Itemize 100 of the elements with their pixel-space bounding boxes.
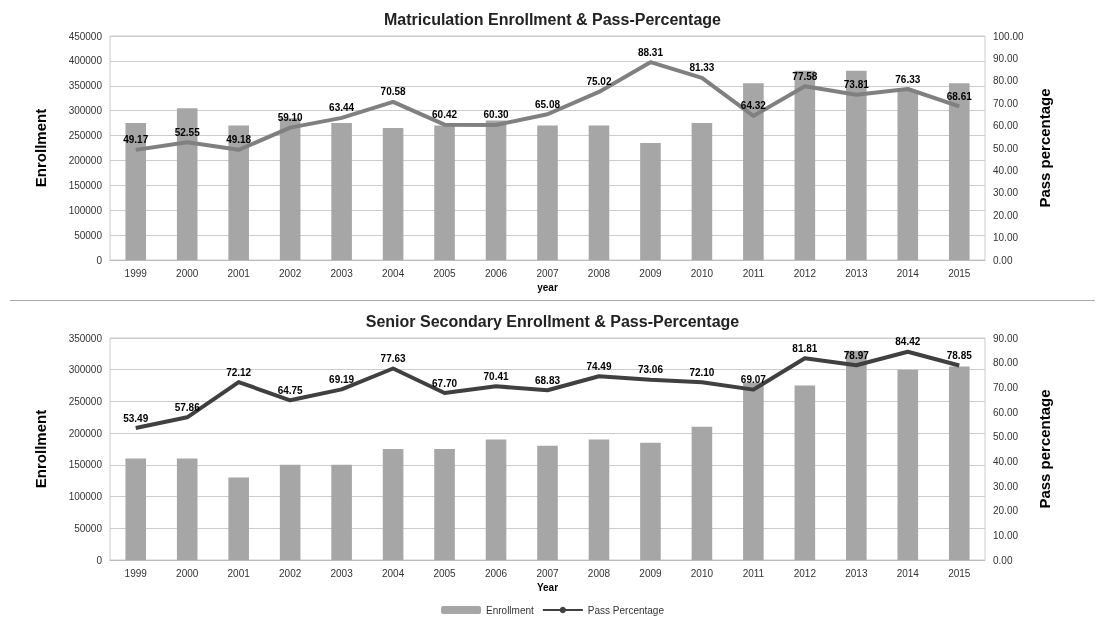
x-tick-label: 2009 xyxy=(639,567,662,579)
x-tick-label: 2005 xyxy=(433,267,457,279)
y-tick-label: 0 xyxy=(96,254,103,266)
y-tick-label: 150000 xyxy=(68,459,103,471)
chart-title: Senior Secondary Enrollment & Pass-Percentage xyxy=(365,312,740,330)
bar xyxy=(537,125,558,260)
y2-tick-label: 70.00 xyxy=(993,97,1019,109)
y2-tick-label: 30.00 xyxy=(993,480,1019,492)
x-tick-label: 2004 xyxy=(381,267,405,279)
x-tick-label: 2011 xyxy=(742,267,765,279)
bar xyxy=(691,426,713,560)
bar xyxy=(691,123,713,260)
y-axis-title: Enrollment xyxy=(32,108,49,188)
data-label: 78.85 xyxy=(946,350,973,361)
data-label: 88.31 xyxy=(637,46,664,58)
y2-tick-label: 10.00 xyxy=(993,529,1019,541)
bar xyxy=(948,366,970,560)
y-tick-label: 100000 xyxy=(68,204,103,216)
data-label: 72.10 xyxy=(689,366,715,378)
y-tick-label: 50000 xyxy=(74,522,103,534)
y2-tick-label: 20.00 xyxy=(993,505,1019,517)
x-tick-label: 2004 xyxy=(381,567,405,579)
legend-label: Enrollment xyxy=(486,604,535,616)
bar xyxy=(640,143,661,260)
y2-tick-label: 80.00 xyxy=(993,75,1019,87)
x-tick-label: 2015 xyxy=(948,567,971,579)
x-tick-label: 2015 xyxy=(948,267,971,279)
legend-label: Pass Percentage xyxy=(587,604,665,616)
data-label: 64.32 xyxy=(740,100,767,112)
x-tick-label: 2000 xyxy=(176,567,199,579)
y2-axis-title: Pass percentage xyxy=(1036,389,1053,509)
x-tick-label: 2002 xyxy=(279,567,302,579)
data-label: 49.18 xyxy=(226,134,252,146)
x-tick-label: 2008 xyxy=(587,267,611,279)
y2-tick-label: 30.00 xyxy=(993,187,1019,199)
y-tick-label: 250000 xyxy=(68,395,103,407)
bar xyxy=(588,439,610,560)
y-tick-label: 200000 xyxy=(68,427,103,439)
bar xyxy=(794,70,816,260)
y-tick-label: 400000 xyxy=(68,55,103,67)
bar xyxy=(125,458,147,560)
data-label: 77.63 xyxy=(380,353,407,365)
x-tick-label: 2003 xyxy=(330,267,354,279)
x-tick-label: 2001 xyxy=(227,267,251,279)
x-tick-label: 2002 xyxy=(279,267,302,279)
bar xyxy=(125,123,147,260)
x-tick-label: 2012 xyxy=(793,567,817,579)
data-label: 72.12 xyxy=(226,366,252,378)
x-tick-label: 2006 xyxy=(484,567,508,579)
data-label: 60.30 xyxy=(483,109,509,121)
x-axis-title: Year xyxy=(536,582,559,594)
x-tick-label: 2010 xyxy=(690,267,714,279)
data-label: 60.42 xyxy=(432,109,458,121)
data-label: 75.02 xyxy=(586,76,612,88)
x-tick-label: 2005 xyxy=(433,567,457,579)
bar xyxy=(382,449,404,560)
data-label: 64.75 xyxy=(277,384,304,396)
bar xyxy=(331,123,352,260)
y-axis-title: Enrollment xyxy=(32,409,49,489)
y2-tick-label: 40.00 xyxy=(993,164,1019,176)
data-label: 68.83 xyxy=(534,374,561,386)
y-tick-label: 450000 xyxy=(68,30,103,42)
y2-tick-label: 50.00 xyxy=(993,142,1019,154)
bar xyxy=(794,385,816,560)
bar xyxy=(743,382,764,560)
data-label: 70.58 xyxy=(380,86,407,98)
y2-tick-label: 70.00 xyxy=(993,381,1019,393)
y2-tick-label: 50.00 xyxy=(993,431,1019,443)
data-label: 65.08 xyxy=(534,98,561,110)
data-label: 73.06 xyxy=(637,364,664,376)
data-label: 63.44 xyxy=(329,102,355,114)
bar xyxy=(846,70,867,260)
x-tick-label: 2011 xyxy=(742,567,765,579)
y-tick-label: 100000 xyxy=(68,491,103,503)
y2-tick-label: 40.00 xyxy=(993,455,1019,467)
x-tick-label: 2000 xyxy=(176,267,199,279)
bar xyxy=(228,477,249,560)
data-label: 69.19 xyxy=(329,373,355,385)
data-label: 49.17 xyxy=(123,134,149,146)
bar xyxy=(331,464,352,560)
bar xyxy=(176,458,198,560)
y-tick-label: 350000 xyxy=(68,332,103,344)
bar xyxy=(948,83,970,260)
bar xyxy=(434,125,455,260)
bar xyxy=(846,350,867,560)
bar xyxy=(640,442,661,560)
y-tick-label: 50000 xyxy=(74,229,103,241)
y-tick-label: 250000 xyxy=(68,130,103,142)
x-tick-label: 1999 xyxy=(124,567,148,579)
y-tick-label: 150000 xyxy=(68,179,103,191)
y2-tick-label: 20.00 xyxy=(993,209,1019,221)
data-label: 73.81 xyxy=(843,79,870,91)
y2-tick-label: 10.00 xyxy=(993,232,1019,244)
y-tick-label: 350000 xyxy=(68,80,103,92)
data-label: 81.33 xyxy=(689,62,715,74)
y2-tick-label: 80.00 xyxy=(993,357,1019,369)
x-tick-label: 2010 xyxy=(690,567,714,579)
bar xyxy=(228,125,249,260)
x-tick-label: 2006 xyxy=(484,267,508,279)
data-label: 53.49 xyxy=(123,412,149,424)
